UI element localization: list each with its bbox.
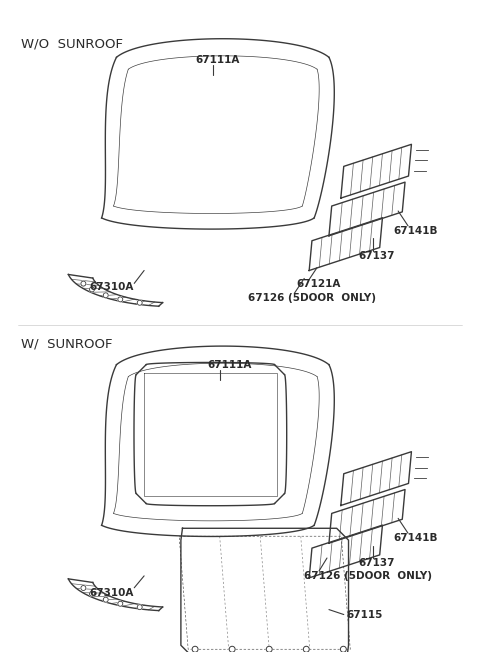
Text: 67141B: 67141B	[393, 533, 438, 543]
Circle shape	[303, 646, 309, 652]
Text: 67137: 67137	[359, 251, 395, 261]
Circle shape	[89, 287, 95, 292]
Text: 67115: 67115	[347, 610, 383, 620]
Text: 67126 (5DOOR  ONLY): 67126 (5DOOR ONLY)	[304, 571, 432, 581]
Circle shape	[103, 597, 108, 602]
Text: 67310A: 67310A	[90, 282, 134, 292]
Circle shape	[229, 646, 235, 652]
Circle shape	[266, 646, 272, 652]
Circle shape	[118, 601, 123, 607]
Circle shape	[192, 646, 198, 652]
Circle shape	[81, 586, 86, 591]
Circle shape	[89, 591, 95, 596]
Text: 67310A: 67310A	[90, 588, 134, 598]
Circle shape	[340, 646, 346, 652]
Circle shape	[118, 297, 123, 302]
Text: 67111A: 67111A	[207, 360, 252, 369]
Text: 67137: 67137	[359, 558, 395, 568]
Text: 67121A: 67121A	[296, 280, 341, 290]
Text: W/  SUNROOF: W/ SUNROOF	[21, 338, 112, 351]
Text: W/O  SUNROOF: W/O SUNROOF	[21, 37, 122, 50]
Circle shape	[81, 281, 86, 286]
Text: 67141B: 67141B	[393, 226, 438, 236]
Circle shape	[137, 605, 142, 610]
Text: 67126 (5DOOR  ONLY): 67126 (5DOOR ONLY)	[248, 293, 376, 303]
Circle shape	[103, 293, 108, 298]
Circle shape	[137, 300, 142, 305]
Text: 67111A: 67111A	[195, 55, 240, 66]
